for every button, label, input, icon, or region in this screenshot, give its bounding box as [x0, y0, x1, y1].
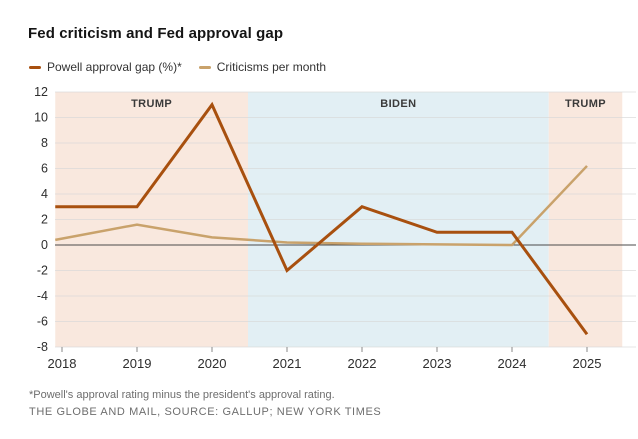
y-tick-label: 6	[41, 162, 48, 176]
x-tick-label: 2025	[573, 356, 602, 371]
x-tick-label: 2022	[348, 356, 377, 371]
y-tick-label: -8	[37, 340, 48, 354]
powell-series-swatch	[29, 65, 41, 69]
series-line	[55, 165, 588, 247]
x-tick-label: 2019	[123, 356, 152, 371]
y-tick-label: 10	[34, 111, 48, 125]
criticisms-series-swatch	[198, 65, 211, 69]
legend: Powell approval gap (%)* Criticisms per …	[29, 60, 326, 74]
y-tick-label: -4	[37, 289, 48, 303]
presidency-label: TRUMP	[565, 98, 606, 110]
x-tick-label: 2024	[498, 356, 527, 371]
y-tick-label: -2	[37, 264, 48, 278]
presidency-label: TRUMP	[131, 98, 172, 110]
footnote: *Powell's approval rating minus the pres…	[29, 389, 335, 401]
legend-item-criticisms: Criticisms per month	[198, 60, 327, 74]
y-tick-label: 0	[41, 238, 48, 252]
legend-label-powell: Powell approval gap (%)*	[47, 60, 182, 74]
y-tick-label: -6	[37, 315, 48, 329]
presidency-label: BIDEN	[380, 98, 416, 110]
y-tick-label: 8	[41, 136, 48, 150]
series-line	[55, 101, 589, 336]
y-tick-label: 12	[34, 85, 48, 99]
y-tick-label: 4	[41, 187, 48, 201]
legend-item-powell: Powell approval gap (%)*	[29, 60, 182, 74]
x-tick-label: 2021	[273, 356, 302, 371]
x-tick-label: 2023	[423, 356, 452, 371]
legend-label-criticisms: Criticisms per month	[216, 60, 327, 74]
source-line: THE GLOBE AND MAIL, SOURCE: GALLUP; NEW …	[29, 406, 382, 418]
x-tick-label: 2018	[48, 356, 77, 371]
x-tick-label: 2020	[198, 356, 227, 371]
chart-title: Fed criticism and Fed approval gap	[28, 25, 284, 42]
y-tick-label: 2	[41, 213, 48, 227]
